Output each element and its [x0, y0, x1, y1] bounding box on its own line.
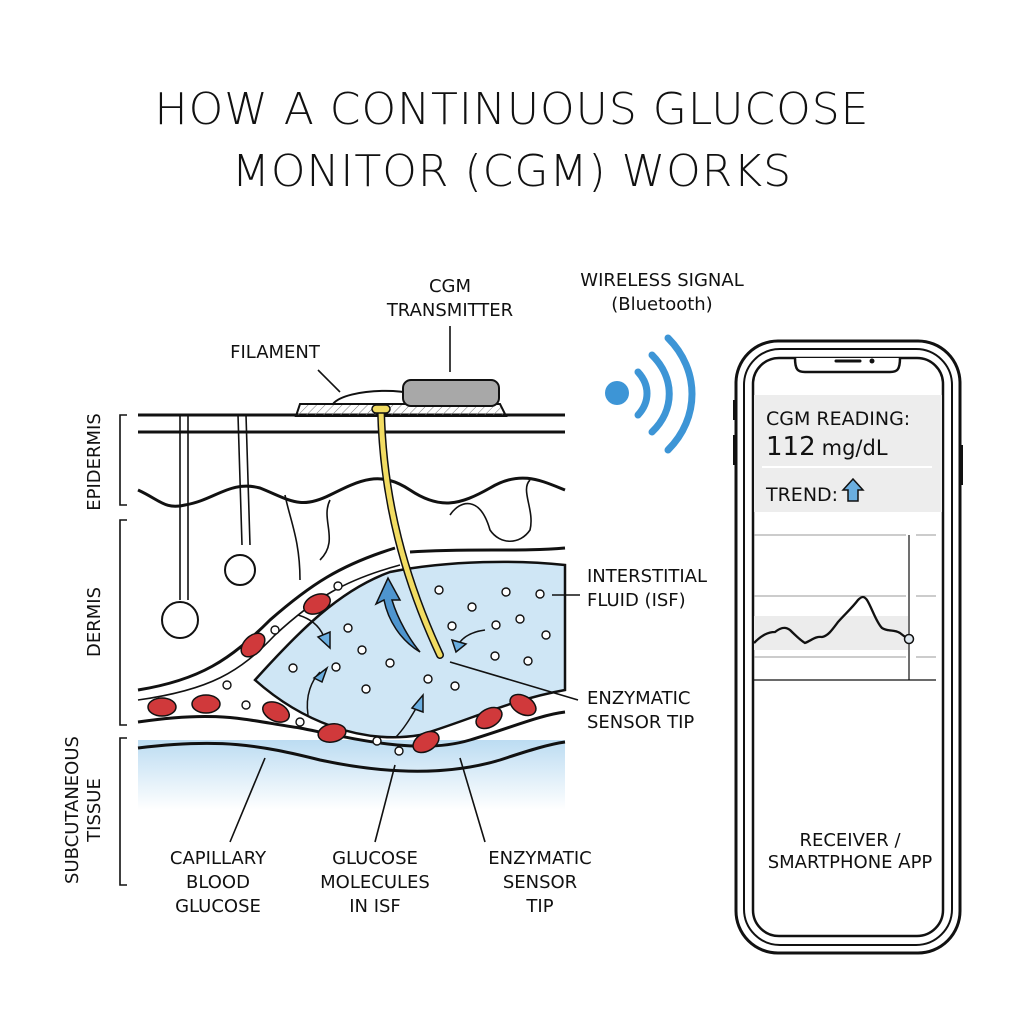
- leader-line: [317, 369, 341, 393]
- capillary-wall-lower: [137, 740, 566, 773]
- reading-unit: mg/dL: [822, 436, 888, 460]
- label-glucose-2: MOLECULES: [320, 872, 430, 893]
- subcutaneous-tissue: [138, 740, 565, 810]
- label-filament: FILAMENT: [230, 342, 321, 363]
- glucose-trend-chart: [753, 534, 936, 681]
- layer-brackets: [119, 414, 127, 886]
- capillary-wall-upper: [137, 546, 396, 692]
- label-sensor-tip-2: SENSOR TIP: [587, 712, 694, 733]
- sweat-duct: [237, 414, 251, 546]
- label-transmitter-1: CGM: [429, 276, 471, 297]
- label-epidermis: EPIDERMIS: [84, 413, 105, 511]
- papilla-line: [284, 494, 301, 581]
- label-receiver-2: SMARTPHONE APP: [768, 852, 933, 873]
- label-tip-3: TIP: [525, 896, 553, 917]
- cgm-reading-value: 112 mg/dL: [766, 432, 888, 462]
- title-line-1: HOW A CONTINUOUS GLUCOSE: [154, 84, 869, 135]
- wireless-signal-icon: [605, 334, 696, 454]
- current-reading-point: [903, 633, 915, 645]
- label-transmitter-2: TRANSMITTER: [386, 300, 513, 321]
- label-wireless-2: (Bluetooth): [611, 294, 712, 315]
- cgm-transmitter: [402, 379, 500, 407]
- label-subcutaneous-2: TISSUE: [84, 778, 105, 843]
- label-glucose-1: GLUCOSE: [332, 848, 418, 869]
- label-dermis: DERMIS: [84, 587, 105, 657]
- papilla-line: [449, 479, 532, 543]
- capillary-inner-line: [137, 564, 401, 701]
- label-receiver-1: RECEIVER /: [799, 830, 901, 851]
- label-sensor-tip-1: ENZYMATIC: [587, 688, 690, 709]
- glucose-trend-line: [753, 595, 910, 645]
- red-blood-cells: [147, 593, 537, 754]
- diffusion-arrows: [297, 576, 486, 739]
- interstitial-fluid-region: [253, 560, 567, 739]
- label-subcutaneous-1: SUBCUTANEOUS: [62, 736, 83, 884]
- label-isf-2: FLUID (ISF): [587, 590, 686, 611]
- filament: [378, 407, 443, 658]
- dermis-boundary: [409, 546, 566, 554]
- capillary-wall-middle: [137, 710, 566, 748]
- papilla-line: [319, 499, 331, 561]
- target-range-band: [754, 616, 908, 650]
- label-sensor-tip-bottom: ENZYMATIC SENSOR TIP: [488, 848, 591, 917]
- leader-line: [449, 661, 579, 701]
- trend-label: TREND:: [765, 484, 838, 506]
- title-line-2: MONITOR (CGM) WORKS: [232, 146, 792, 197]
- filament-head: [371, 404, 391, 414]
- label-capillary-2: BLOOD: [186, 872, 250, 893]
- label-glucose-3: IN ISF: [349, 896, 401, 917]
- leader-lines-bottom: [229, 757, 486, 843]
- sweat-gland: [224, 554, 256, 586]
- sweat-gland: [161, 601, 199, 639]
- reading-number: 112: [766, 432, 816, 462]
- cgm-reading-label: CGM READING:: [766, 408, 910, 430]
- label-isf-1: INTERSTITIAL: [587, 566, 707, 587]
- label-tip-2: SENSOR: [503, 872, 577, 893]
- label-capillary-1: CAPILLARY: [170, 848, 267, 869]
- label-capillary: CAPILLARY BLOOD GLUCOSE: [170, 848, 267, 917]
- label-capillary-3: GLUCOSE: [175, 896, 261, 917]
- arrow-up-icon: [841, 477, 865, 502]
- sweat-duct: [179, 415, 189, 600]
- label-wireless-1: WIRELESS SIGNAL: [580, 270, 743, 291]
- glucose-molecules: [222, 581, 551, 756]
- label-glucose-isf: GLUCOSE MOLECULES IN ISF: [320, 848, 430, 917]
- label-tip-1: ENZYMATIC: [488, 848, 591, 869]
- dermal-epidermal-junction: [137, 476, 566, 508]
